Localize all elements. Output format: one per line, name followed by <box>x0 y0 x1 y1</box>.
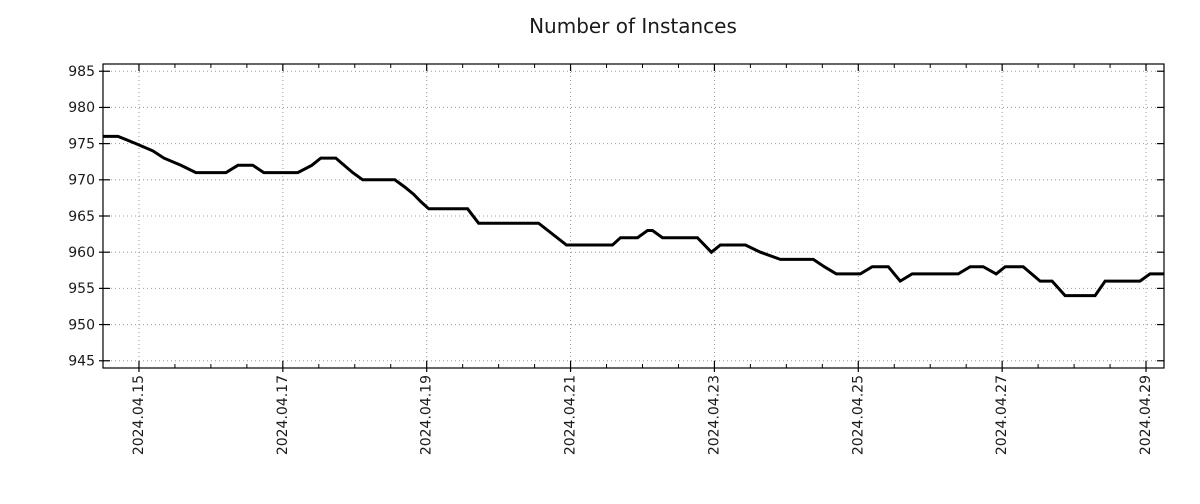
series-layer <box>103 134 1164 298</box>
x-tick-label: 2024.04.17 <box>275 375 291 455</box>
y-tick-label: 960 <box>68 245 95 261</box>
x-tick-label: 2024.04.27 <box>994 375 1010 455</box>
plot-area-border <box>102 63 1165 369</box>
y-tick-label: 980 <box>68 100 95 116</box>
label-layer: 945 950 955 960 965 970 975 980 985 2024.04.15 202… <box>68 64 1154 455</box>
y-tick-label: 955 <box>68 281 95 297</box>
y-tick-label: 975 <box>68 136 95 152</box>
y-tick-label: 970 <box>68 173 95 189</box>
y-tick-label: 945 <box>68 354 95 370</box>
x-tick-label: 2024.04.29 <box>1138 375 1154 455</box>
tick-layer <box>99 64 1164 372</box>
y-tick-label: 985 <box>68 64 95 80</box>
x-tick-label: 2024.04.19 <box>419 375 435 455</box>
y-tick-label: 965 <box>68 209 95 225</box>
data-series-line <box>103 134 1164 298</box>
x-tick-label: 2024.04.15 <box>131 375 147 455</box>
chart-title: Number of Instances <box>529 14 737 38</box>
x-tick-label: 2024.04.25 <box>850 375 866 455</box>
x-tick-label: 2024.04.23 <box>706 375 722 455</box>
y-tick-label: 950 <box>68 317 95 333</box>
x-tick-label: 2024.04.21 <box>563 375 579 455</box>
grid-layer <box>103 64 1164 368</box>
